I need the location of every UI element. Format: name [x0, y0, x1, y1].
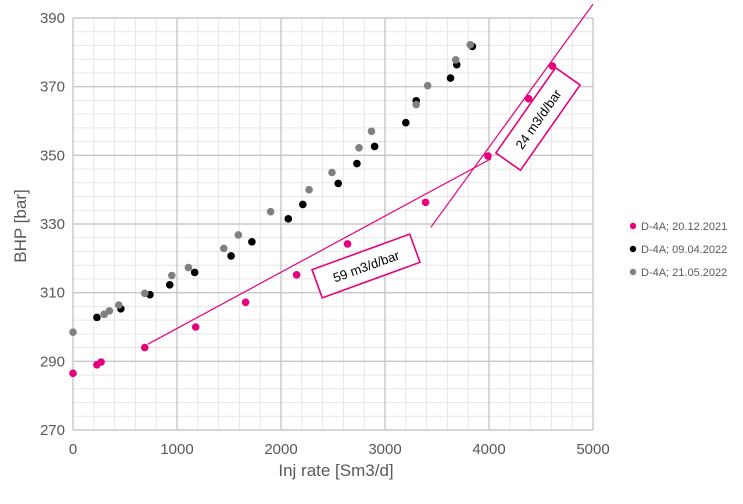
data-point-series-2 [93, 313, 101, 322]
y-axis-ticks: 270 290 310 330 350 370 390 [40, 10, 65, 439]
legend-marker [629, 268, 637, 276]
data-point-series-2 [284, 215, 293, 223]
major-grid [72, 17, 594, 431]
data-point-series-1 [524, 94, 533, 103]
trend-line [430, 3, 594, 228]
data-point-series-3 [367, 127, 376, 136]
data-point-series-1 [69, 369, 77, 378]
trend-line [147, 158, 492, 345]
data-point-series-3 [451, 56, 460, 64]
data-point-series-3 [412, 100, 421, 109]
annotation-box [494, 66, 582, 172]
data-point-series-2 [165, 280, 174, 289]
data-point-series-2 [334, 179, 343, 188]
data-point-series-3 [220, 244, 228, 253]
legend-marker [629, 245, 637, 253]
x-axis-ticks: 0 1000 2000 3000 4000 5000 [69, 441, 610, 458]
y-tick-label: 330 [40, 216, 65, 233]
data-point-series-2 [299, 200, 307, 209]
y-tick-label: 350 [40, 147, 65, 164]
data-point-series-2 [227, 252, 235, 260]
legend: D-4A; 20.12.2021 D-4A; 09.04.2022 D-4A; 21… [629, 221, 727, 279]
legend-label: D-4A; 21.05.2022 [641, 267, 727, 279]
data-point-series-2 [370, 142, 379, 151]
data-point-series-1 [484, 152, 492, 160]
x-tick-label: 3000 [368, 441, 401, 458]
data-point-series-2 [402, 118, 410, 127]
data-point-series-2 [353, 159, 361, 168]
x-tick-label: 0 [69, 441, 77, 458]
x-axis-title: Inj rate [Sm3/d] [278, 461, 393, 480]
x-tick-label: 4000 [472, 441, 505, 458]
data-point-series-1 [548, 62, 557, 70]
data-point-series-3 [168, 271, 176, 280]
y-tick-label: 290 [40, 353, 65, 370]
data-point-series-3 [423, 81, 432, 90]
data-point-series-3 [466, 40, 475, 49]
data-point-series-2 [446, 74, 455, 82]
data-point-series-1 [292, 271, 301, 279]
y-axis-title: BHP [bar] [11, 189, 30, 262]
data-point-series-2 [190, 268, 199, 277]
x-tick-label: 2000 [264, 441, 297, 458]
data-point-series-1 [97, 358, 105, 366]
legend-marker [629, 222, 637, 230]
y-tick-label: 310 [40, 285, 65, 302]
data-points [69, 40, 557, 378]
data-point-series-1 [343, 240, 352, 248]
legend-label: D-4A; 09.04.2022 [641, 244, 727, 256]
legend-label: D-4A; 20.12.2021 [641, 221, 727, 233]
data-point-series-3 [355, 143, 363, 152]
data-point-series-3 [114, 301, 123, 309]
y-tick-label: 390 [40, 10, 65, 27]
data-point-series-3 [184, 263, 193, 272]
data-point-series-2 [248, 238, 256, 246]
trend-lines [147, 3, 594, 345]
data-point-series-3 [234, 231, 243, 239]
y-tick-label: 370 [40, 79, 65, 96]
x-tick-label: 1000 [160, 441, 193, 458]
data-point-series-3 [105, 307, 114, 315]
data-point-series-3 [140, 289, 149, 298]
data-point-series-1 [191, 323, 200, 331]
x-tick-label: 5000 [576, 441, 609, 458]
data-point-series-3 [305, 185, 313, 194]
y-tick-label: 270 [40, 422, 65, 439]
data-point-series-3 [69, 328, 77, 336]
data-point-series-1 [140, 343, 149, 352]
data-point-series-3 [328, 168, 336, 177]
data-point-series-3 [266, 207, 275, 216]
annotation-box [310, 233, 422, 299]
data-point-series-1 [421, 198, 430, 207]
data-point-series-1 [241, 298, 250, 307]
